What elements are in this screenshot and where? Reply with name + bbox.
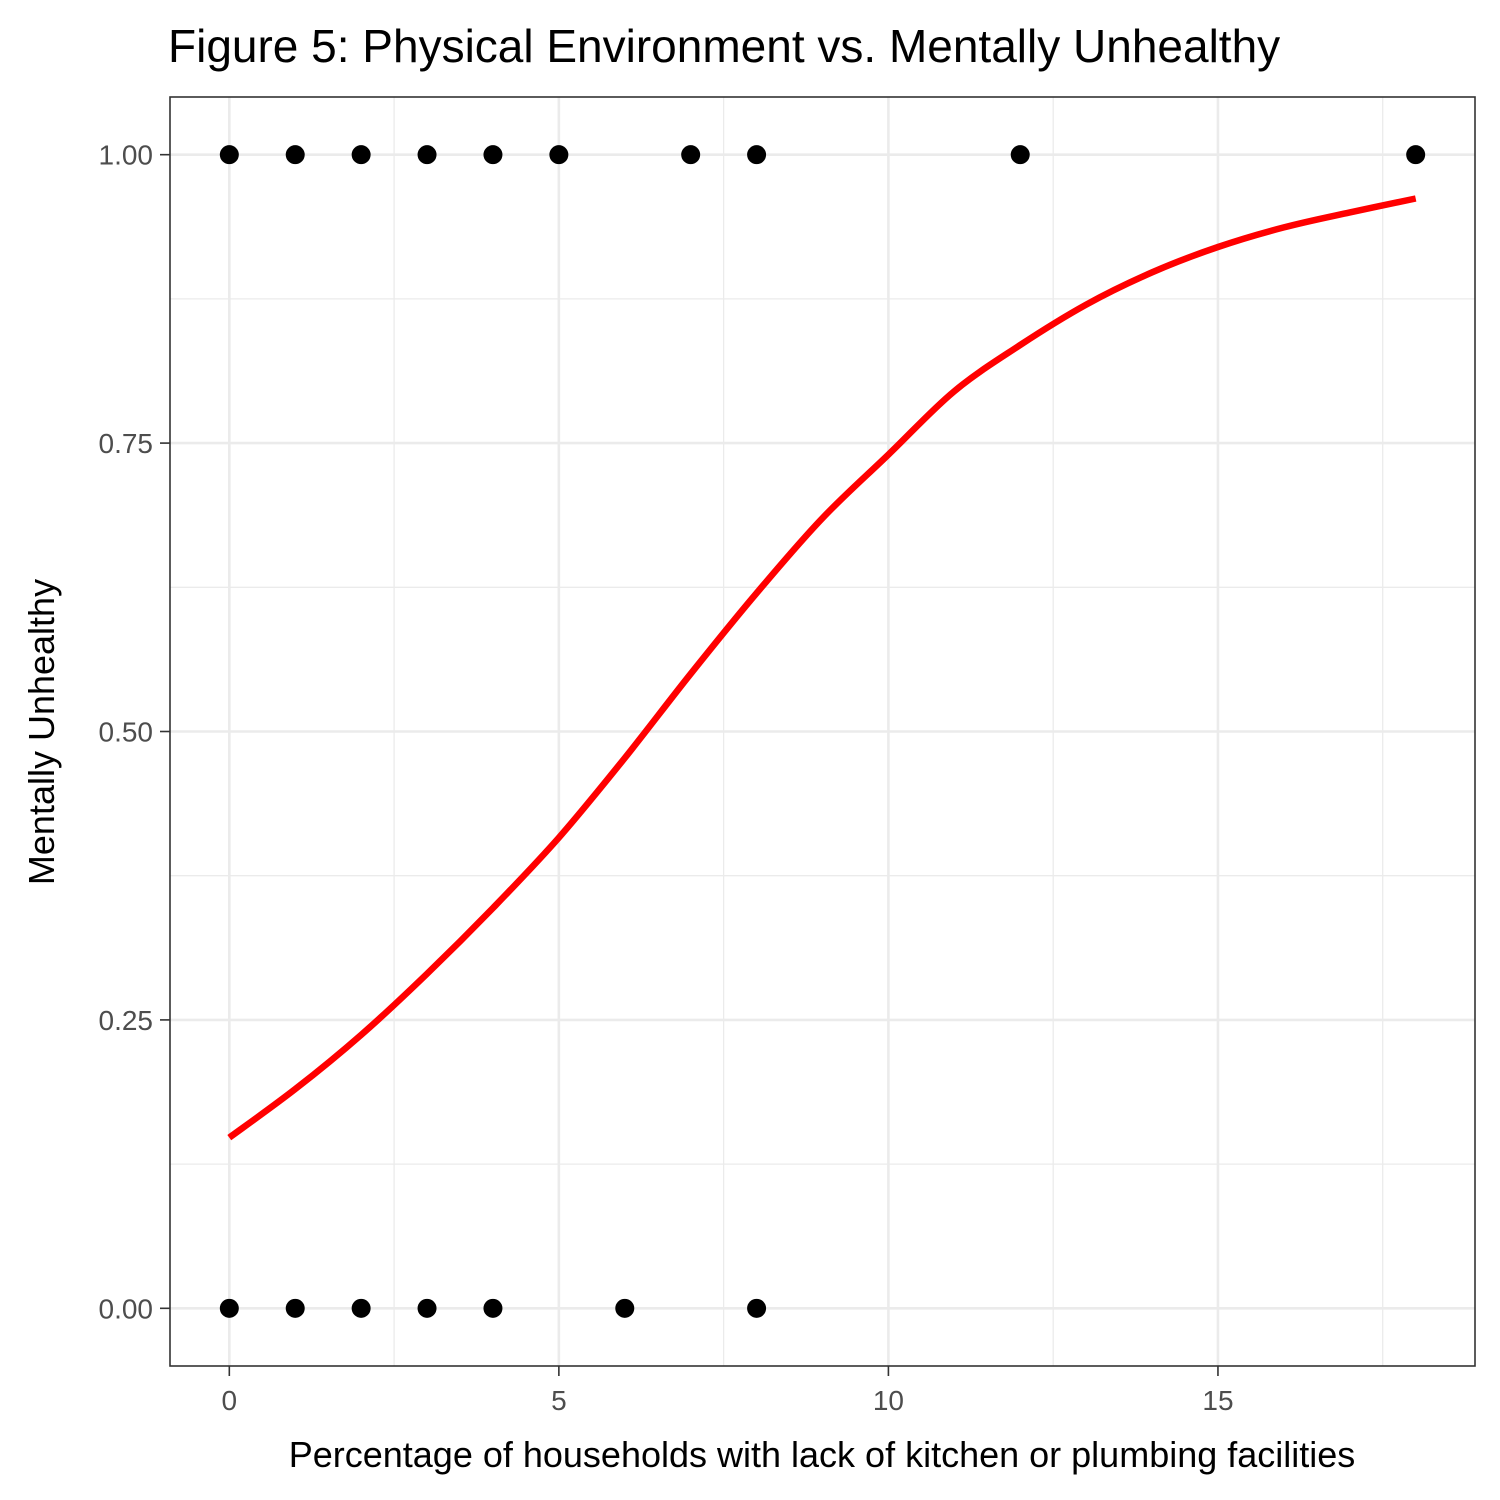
y-axis-title: Mentally Unhealthy: [21, 579, 62, 885]
y-tick-label: 0.75: [99, 428, 154, 459]
data-point: [351, 1298, 371, 1318]
x-tick-label: 0: [222, 1385, 238, 1416]
data-point: [285, 1298, 305, 1318]
data-point: [1406, 145, 1426, 165]
x-tick-label: 15: [1202, 1385, 1233, 1416]
data-point: [615, 1298, 635, 1318]
data-point: [351, 145, 371, 165]
y-tick-label: 0.50: [99, 717, 154, 748]
x-tick-label: 10: [873, 1385, 904, 1416]
data-point: [681, 145, 701, 165]
fit-curve-layer: [227, 195, 1417, 1141]
data-point: [219, 145, 239, 165]
data-point: [483, 145, 503, 165]
data-point: [219, 1298, 239, 1318]
data-point: [747, 145, 767, 165]
chart-title: Figure 5: Physical Environment vs. Menta…: [168, 20, 1280, 72]
y-tick-label: 0.00: [99, 1293, 154, 1324]
data-point: [483, 1298, 503, 1318]
data-point: [285, 145, 305, 165]
y-tick-label: 1.00: [99, 140, 154, 171]
data-point: [417, 1298, 437, 1318]
x-tick-label: 5: [551, 1385, 567, 1416]
data-point: [417, 145, 437, 165]
x-axis-title: Percentage of households with lack of ki…: [289, 1434, 1356, 1475]
data-point: [747, 1298, 767, 1318]
data-point: [1010, 145, 1030, 165]
x-axis-ticks: 0 5 10 15: [222, 1366, 1234, 1416]
fit-curve: [227, 195, 1417, 1141]
grid-major: [170, 97, 1475, 1366]
points-layer: [219, 145, 1426, 1318]
y-axis-ticks: 0.00 0.25 0.50 0.75 1.00: [99, 140, 170, 1324]
data-point: [549, 145, 569, 165]
y-tick-label: 0.25: [99, 1005, 154, 1036]
